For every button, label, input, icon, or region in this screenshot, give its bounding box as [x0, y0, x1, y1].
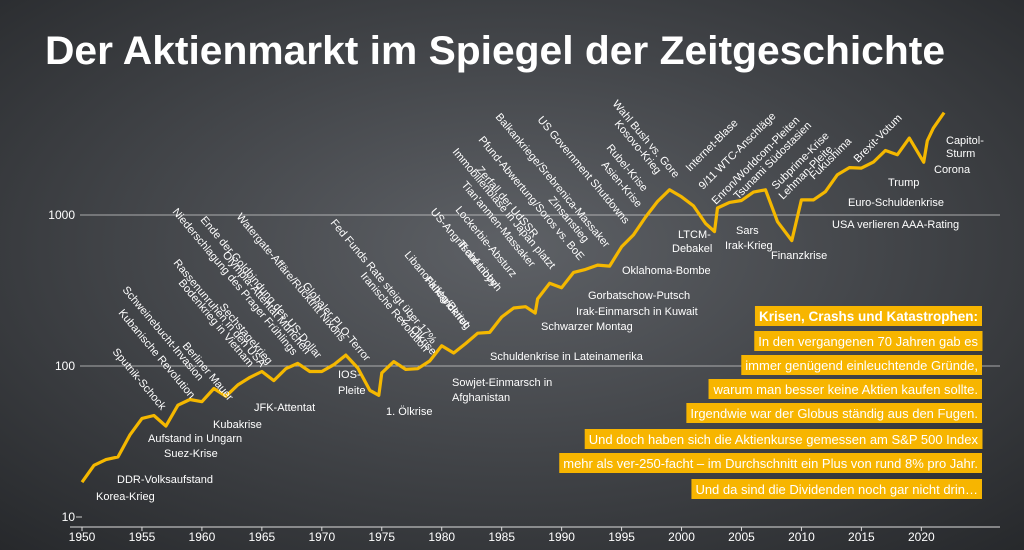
info-box-line: In den vergangenen 70 Jahren gab es [754, 331, 983, 351]
info-box-text: warum man besser keine Aktien kaufen sol… [713, 382, 978, 397]
event-annotation: Corona [934, 164, 971, 176]
info-box-background [584, 429, 983, 449]
event-annotation: Korea-Krieg [96, 491, 155, 503]
x-tick-label: 2010 [788, 530, 815, 544]
info-box-line: immer genügend einleuchtende Gründe, [741, 355, 982, 375]
event-annotation: Schwarzer Montag [541, 321, 633, 333]
x-tick-label: 1990 [548, 530, 575, 544]
event-annotation: JFK-Attentat [254, 402, 315, 414]
info-box-line: mehr als ver-250-facht – im Durchschnitt… [559, 453, 982, 473]
info-box-text: mehr als ver-250-facht – im Durchschnitt… [563, 456, 978, 471]
info-box-background [691, 479, 982, 499]
x-tick-label: 2000 [668, 530, 695, 544]
event-annotation: Capitol- [946, 135, 984, 147]
info-box-background [754, 306, 982, 326]
info-box-text: Und da sind die Dividenden noch gar nich… [695, 482, 978, 497]
info-box-text: Krisen, Crashs und Katastrophen: [759, 309, 978, 324]
info-box-background [686, 403, 982, 423]
event-annotation: Sars [736, 225, 759, 237]
x-tick-label: 1980 [428, 530, 455, 544]
info-box-text: Irgendwie war der Globus ständig aus den… [690, 406, 978, 421]
info-box-line: Irgendwie war der Globus ständig aus den… [686, 403, 982, 423]
x-tick-label: 2015 [848, 530, 875, 544]
y-tick-label: 10 [62, 510, 76, 524]
x-tick-label: 1995 [608, 530, 635, 544]
event-annotation: Aufstand in Ungarn [148, 433, 242, 445]
event-annotation: Schuldenkrise in Lateinamerika [490, 351, 644, 363]
info-box-line: Und doch haben sich die Aktienkurse geme… [584, 429, 983, 449]
info-box-title: Krisen, Crashs und Katastrophen: [754, 306, 982, 326]
event-annotation: Pleite [338, 385, 366, 397]
event-annotation: Oklahoma-Bombe [622, 265, 711, 277]
event-annotation: Suez-Krise [164, 448, 218, 460]
event-annotation: LTCM- [678, 229, 711, 241]
event-annotation: Sowjet-Einmarsch in [452, 377, 552, 389]
info-box-background [741, 355, 982, 375]
chart-title: Der Aktienmarkt im Spiegel der Zeitgesch… [45, 29, 945, 73]
x-tick-label: 1965 [249, 530, 276, 544]
event-annotation: 1. Ölkrise [386, 406, 432, 418]
event-annotation: Sturm [946, 148, 975, 160]
info-box-text: immer genügend einleuchtende Gründe, [745, 358, 978, 373]
x-tick-label: 1955 [129, 530, 156, 544]
x-tick-label: 1960 [189, 530, 216, 544]
x-tick-label: 1975 [368, 530, 395, 544]
y-tick-label: 100 [55, 359, 75, 373]
event-annotation: Trump [888, 177, 919, 189]
x-tick-label: 1985 [488, 530, 515, 544]
info-box-background [559, 453, 982, 473]
event-annotation: Euro-Schuldenkrise [848, 197, 944, 209]
event-annotation: DDR-Volksaufstand [117, 474, 213, 486]
x-tick-label: 1970 [308, 530, 335, 544]
event-annotation: Debakel [672, 243, 712, 255]
price-line [80, 111, 946, 484]
x-tick-label: 2020 [908, 530, 935, 544]
x-tick-label: 2005 [728, 530, 755, 544]
event-annotation: Irak-Einmarsch in Kuwait [576, 306, 698, 318]
x-tick-label: 1950 [69, 530, 96, 544]
info-box-background [708, 379, 982, 399]
info-box-line: Und da sind die Dividenden noch gar nich… [691, 479, 982, 499]
info-box-text: Und doch haben sich die Aktienkurse geme… [589, 432, 979, 447]
event-annotation: Finanzkrise [771, 250, 827, 262]
info-box-line: warum man besser keine Aktien kaufen sol… [708, 379, 982, 399]
y-tick-label: 1000 [48, 208, 75, 222]
info-box-text: In den vergangenen 70 Jahren gab es [758, 334, 978, 349]
event-annotation: Gorbatschow-Putsch [588, 290, 690, 302]
event-annotation: USA verlieren AAA-Rating [832, 219, 959, 231]
event-annotation: Irak-Krieg [725, 240, 773, 252]
info-box-background [754, 331, 983, 351]
event-annotation: Kubakrise [213, 419, 262, 431]
event-annotation: Afghanistan [452, 392, 510, 404]
event-annotation: IOS- [338, 369, 361, 381]
